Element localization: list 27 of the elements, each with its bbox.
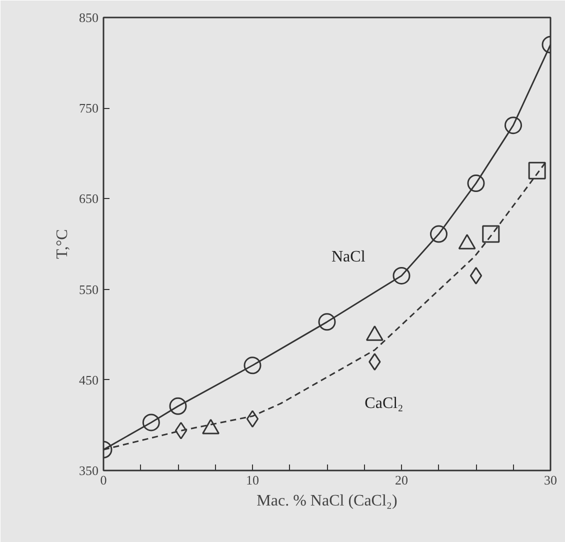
text: CaCl₂ [364, 395, 404, 412]
point [470, 266, 482, 284]
point [246, 410, 259, 428]
y-tick-label: 750 [79, 100, 98, 116]
point [504, 116, 522, 134]
point [169, 397, 187, 415]
point [430, 225, 448, 243]
y-tick-label: 350 [79, 463, 98, 478]
y-tick-label: 550 [79, 282, 98, 297]
point [318, 313, 336, 331]
point [244, 356, 262, 374]
x-tick-label: 0 [100, 472, 107, 488]
x-tick-label: 30 [544, 472, 557, 488]
y-tick-label: 850 [79, 10, 98, 25]
y-tick-label: 450 [79, 372, 98, 388]
point [528, 162, 546, 180]
y-tick-label: 650 [79, 191, 98, 206]
point [174, 422, 188, 440]
x-tick-label: 20 [395, 472, 408, 488]
x-tick-label: 10 [246, 472, 259, 488]
point [392, 266, 410, 284]
y-axis-title: T,°C [54, 229, 71, 259]
point [142, 414, 160, 432]
x-axis-title: Мас. % NaCl (CaCl₂) [256, 492, 398, 510]
point [482, 225, 500, 243]
series-label: NaCl [332, 248, 366, 266]
point [467, 174, 485, 192]
